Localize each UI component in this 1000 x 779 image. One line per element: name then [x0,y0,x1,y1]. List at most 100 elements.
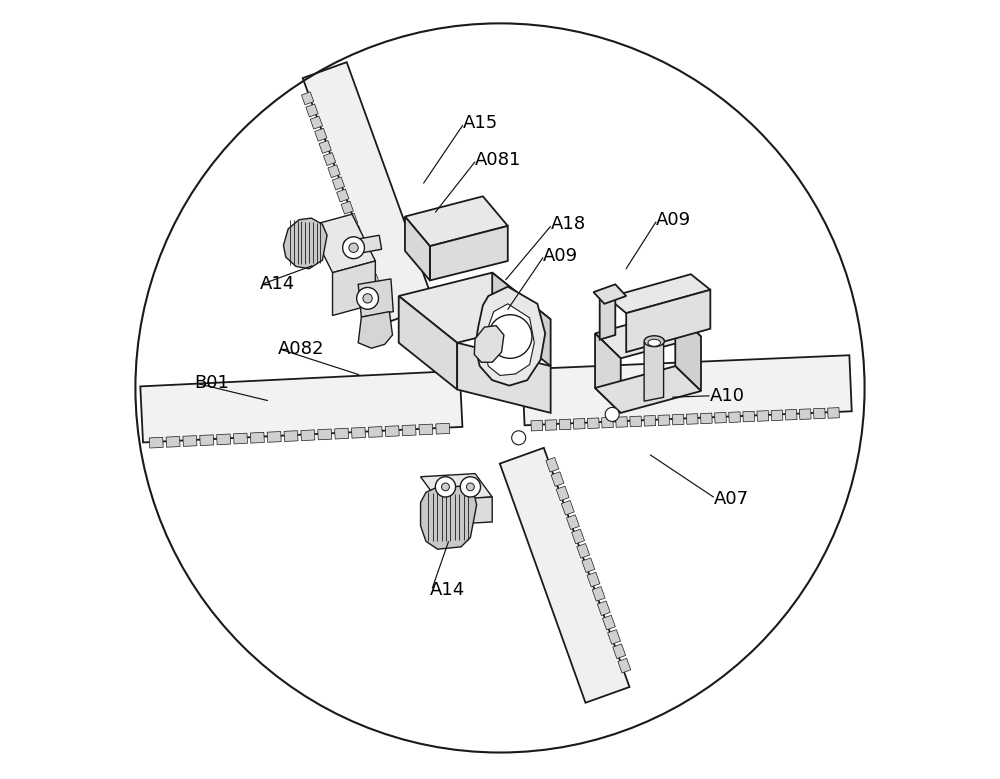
Polygon shape [323,153,336,165]
Circle shape [467,483,474,491]
Polygon shape [595,333,621,413]
Text: A09: A09 [543,246,578,265]
Polygon shape [561,500,574,515]
Text: A14: A14 [260,275,295,294]
Polygon shape [405,196,508,246]
Polygon shape [572,529,585,544]
Polygon shape [267,432,281,442]
Polygon shape [399,296,457,390]
Polygon shape [700,413,712,424]
Polygon shape [284,431,298,442]
Polygon shape [368,427,382,437]
Polygon shape [335,428,349,439]
Polygon shape [183,435,197,446]
Polygon shape [421,486,477,549]
Polygon shape [602,615,615,630]
Polygon shape [315,129,327,141]
Polygon shape [140,371,462,442]
Polygon shape [559,419,571,430]
Polygon shape [828,407,839,418]
Polygon shape [359,250,371,263]
Polygon shape [306,104,318,117]
Polygon shape [492,273,551,366]
Polygon shape [319,140,331,153]
Polygon shape [149,437,163,448]
Polygon shape [363,262,375,275]
Polygon shape [402,425,416,435]
Polygon shape [587,573,600,587]
Text: A082: A082 [278,340,324,358]
Polygon shape [608,274,710,313]
Polygon shape [757,411,769,421]
Polygon shape [729,412,740,422]
Polygon shape [309,214,375,273]
Polygon shape [686,414,698,425]
Polygon shape [618,658,631,673]
Polygon shape [301,92,314,104]
Polygon shape [522,355,852,425]
Polygon shape [602,418,613,428]
Polygon shape [457,343,551,413]
Circle shape [488,315,532,358]
Circle shape [435,477,456,497]
Polygon shape [301,430,315,441]
Polygon shape [337,189,349,202]
Polygon shape [595,366,701,413]
Ellipse shape [648,340,660,346]
Polygon shape [345,213,358,226]
Polygon shape [318,429,332,440]
Polygon shape [587,418,599,428]
Polygon shape [626,290,710,352]
Text: A14: A14 [430,581,465,600]
Text: A09: A09 [656,210,691,229]
Text: A10: A10 [710,386,745,405]
Circle shape [442,483,449,491]
Polygon shape [743,411,755,422]
Polygon shape [630,416,642,427]
Polygon shape [350,226,362,238]
Polygon shape [341,201,353,214]
Circle shape [460,477,481,497]
Polygon shape [556,486,569,501]
Polygon shape [597,601,610,615]
Polygon shape [200,435,214,446]
Polygon shape [644,339,664,401]
Polygon shape [595,312,701,358]
Polygon shape [613,644,626,658]
Polygon shape [283,218,327,269]
Polygon shape [785,410,797,420]
Polygon shape [354,238,367,251]
Text: A18: A18 [551,215,586,234]
Polygon shape [233,433,247,444]
Polygon shape [332,177,345,190]
Text: A081: A081 [475,150,521,169]
Polygon shape [344,235,382,256]
Polygon shape [551,472,564,486]
Polygon shape [475,287,545,386]
Polygon shape [531,421,543,431]
Polygon shape [608,629,621,644]
Circle shape [343,237,364,259]
Polygon shape [358,312,392,348]
Polygon shape [658,415,670,425]
Polygon shape [500,448,630,703]
Polygon shape [166,436,180,447]
Polygon shape [771,410,783,421]
Polygon shape [358,279,393,317]
Polygon shape [399,273,551,343]
Polygon shape [675,312,701,391]
Circle shape [357,287,378,309]
Polygon shape [385,426,399,436]
Polygon shape [593,284,626,304]
Polygon shape [582,558,595,573]
Polygon shape [592,587,605,601]
Polygon shape [484,304,534,375]
Polygon shape [328,165,340,178]
Polygon shape [715,412,726,423]
Polygon shape [419,424,433,435]
Polygon shape [217,434,231,445]
Polygon shape [644,415,656,426]
Polygon shape [376,298,389,312]
Polygon shape [421,474,492,500]
Polygon shape [545,420,557,430]
